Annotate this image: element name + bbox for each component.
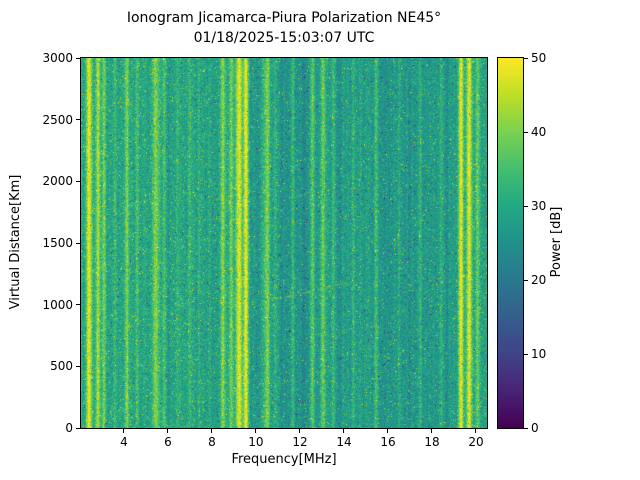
x-tick-mark	[123, 429, 125, 433]
y-tick-mark	[76, 119, 80, 121]
y-tick-mark	[76, 427, 80, 429]
y-tick-mark	[76, 242, 80, 244]
x-tick-label: 10	[248, 435, 264, 449]
colorbar-tick-label: 20	[531, 273, 547, 287]
colorbar-tick-mark	[524, 279, 528, 281]
chart-subtitle: 01/18/2025-15:03:07 UTC	[193, 30, 375, 46]
y-tick-mark	[76, 57, 80, 59]
y-tick-label: 500	[50, 359, 73, 374]
x-tick-mark	[343, 429, 345, 433]
colorbar-tick-label: 40	[531, 125, 547, 139]
y-tick-label: 1000	[42, 297, 73, 312]
y-tick-label: 1500	[42, 236, 73, 250]
x-tick-mark	[475, 429, 477, 433]
x-tick-label: 8	[208, 435, 216, 449]
x-tick-label: 20	[468, 435, 484, 449]
y-tick-mark	[76, 365, 80, 367]
x-axis-label: Frequency[MHz]	[231, 452, 337, 467]
x-tick-label: 18	[424, 435, 440, 449]
y-tick-mark	[76, 180, 80, 182]
colorbar-tick-mark	[524, 353, 528, 355]
x-tick-label: 16	[380, 435, 396, 449]
y-tick-mark	[76, 304, 80, 306]
x-tick-mark	[255, 429, 257, 433]
x-tick-label: 12	[292, 435, 308, 449]
y-axis-label: Virtual Distance[Km]	[8, 174, 23, 310]
colorbar-tick-label: 30	[531, 199, 547, 213]
ionogram-heatmap-canvas	[81, 58, 487, 428]
y-tick-label: 2000	[42, 174, 73, 189]
colorbar-tick-label: 10	[531, 347, 547, 361]
x-tick-label: 14	[336, 435, 352, 449]
colorbar-tick-label: 50	[531, 51, 547, 65]
colorbar-gradient-canvas	[498, 58, 523, 428]
colorbar-tick-mark	[524, 427, 528, 429]
x-tick-mark	[167, 429, 169, 433]
colorbar	[497, 57, 524, 429]
x-tick-mark	[431, 429, 433, 433]
x-tick-mark	[211, 429, 213, 433]
y-tick-label: 2500	[42, 112, 73, 127]
y-tick-label: 0	[65, 421, 73, 435]
x-tick-mark	[299, 429, 301, 433]
plot-area	[80, 57, 488, 429]
y-tick-label: 3000	[42, 51, 73, 65]
colorbar-label: Power [dB]	[549, 206, 564, 278]
colorbar-tick-mark	[524, 131, 528, 133]
x-tick-mark	[387, 429, 389, 433]
x-tick-label: 6	[164, 435, 172, 449]
colorbar-tick-mark	[524, 205, 528, 207]
colorbar-tick-mark	[524, 57, 528, 59]
chart-title: Ionogram Jicamarca-Piura Polarization NE…	[126, 10, 442, 26]
colorbar-tick-label: 0	[531, 421, 539, 435]
x-tick-label: 4	[120, 435, 128, 449]
